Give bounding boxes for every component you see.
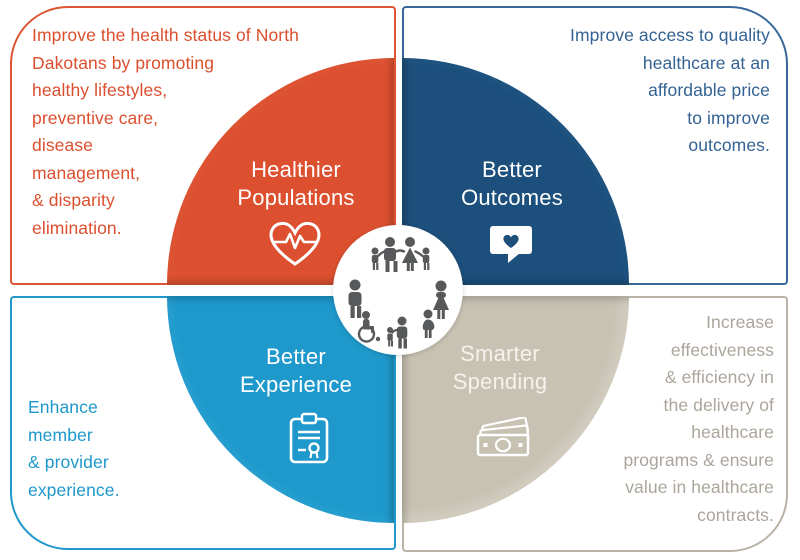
experience-note: Enhance member & provider experience. (28, 397, 120, 500)
wheelchair-icon (357, 311, 381, 343)
heart-pulse-icon (269, 221, 321, 266)
man-icon (348, 279, 362, 318)
better-experience-label: Better Experience (239, 344, 353, 397)
family-icon (371, 237, 430, 272)
smarter-spending-label: Smarter Spending (452, 341, 548, 394)
healthier-populations-label: Healthier Populations (237, 157, 355, 210)
message-heart-icon (490, 226, 532, 263)
spending-note: Increase effectiveness & efficiency in t… (623, 312, 774, 525)
pregnant-woman-icon (422, 309, 435, 338)
clipboard-certificate-icon (289, 412, 329, 464)
outcomes-note: Improve access to quality healthcare at … (570, 25, 770, 155)
community-people-icon (348, 237, 449, 349)
better-outcomes-label: Better Outcomes (461, 157, 563, 210)
money-bills-icon (476, 417, 530, 457)
woman-icon (433, 280, 449, 319)
healthier-note: Improve the health status of North Dakot… (32, 25, 300, 238)
parent-child-icon (387, 316, 408, 349)
center-circle (333, 225, 463, 355)
